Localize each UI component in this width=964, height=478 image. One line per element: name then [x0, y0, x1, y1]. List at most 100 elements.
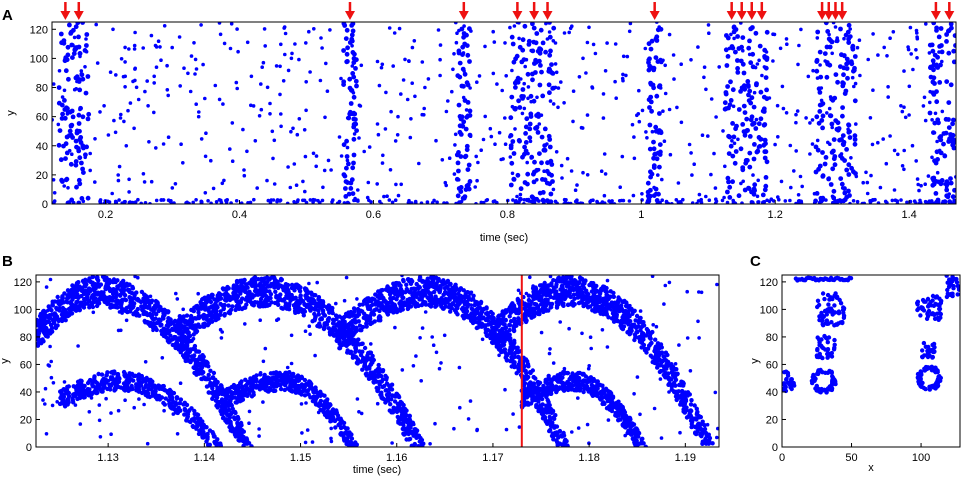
data-point [465, 295, 471, 300]
data-point [537, 199, 541, 203]
data-point [613, 42, 618, 46]
data-point [542, 126, 548, 132]
data-point [817, 200, 822, 204]
data-point [760, 73, 764, 78]
data-point [187, 333, 193, 339]
data-point [527, 121, 533, 127]
data-point [464, 143, 470, 149]
data-point [103, 276, 108, 282]
data-point [191, 200, 195, 204]
data-point [675, 105, 679, 110]
data-point [944, 185, 949, 189]
data-point [272, 138, 277, 143]
data-point [845, 75, 850, 81]
data-point [699, 200, 704, 204]
data-point [373, 292, 378, 297]
data-point [742, 132, 748, 138]
data-point [141, 311, 146, 317]
data-point [542, 200, 546, 204]
data-point [289, 129, 293, 134]
data-point [311, 151, 316, 156]
data-point [748, 60, 754, 66]
data-point [601, 116, 606, 120]
data-point [519, 77, 523, 81]
data-point [348, 186, 354, 191]
data-point [749, 200, 754, 204]
data-point [761, 122, 767, 128]
data-point [217, 22, 222, 25]
data-point [794, 112, 798, 117]
data-point [714, 115, 718, 119]
data-point [547, 427, 553, 433]
data-point [827, 176, 831, 180]
data-point [303, 189, 307, 194]
data-point [36, 317, 40, 323]
data-point [533, 70, 538, 75]
data-point [463, 126, 469, 132]
data-point [290, 295, 295, 300]
data-point [531, 179, 537, 185]
data-point [149, 298, 155, 303]
data-point [731, 104, 736, 109]
data-point [326, 307, 331, 312]
data-point [69, 294, 75, 299]
data-point [181, 346, 187, 352]
data-point [274, 64, 279, 68]
data-point [647, 343, 652, 348]
data-point [475, 178, 479, 183]
data-point [230, 159, 235, 163]
data-point [414, 281, 419, 287]
data-point [325, 89, 330, 93]
data-point [537, 122, 542, 126]
data-point [538, 46, 543, 51]
data-point [275, 199, 279, 204]
data-point [876, 140, 880, 145]
data-point [748, 117, 754, 123]
data-point [838, 176, 844, 182]
data-point [575, 183, 579, 187]
data-point [435, 200, 439, 204]
data-point [752, 142, 757, 147]
data-point [211, 303, 217, 308]
data-point [515, 194, 519, 199]
data-point [637, 88, 641, 93]
data-point [832, 95, 838, 101]
data-point [550, 409, 556, 414]
data-point [538, 27, 544, 33]
data-point [119, 57, 124, 61]
data-point [781, 106, 786, 111]
data-point [375, 299, 380, 304]
data-point [570, 24, 574, 29]
data-point [284, 293, 289, 299]
data-point [209, 319, 215, 324]
data-point [457, 60, 463, 66]
data-point [871, 32, 875, 36]
data-point [217, 97, 222, 102]
data-point [370, 370, 375, 375]
data-point [866, 57, 870, 62]
data-point [658, 86, 663, 90]
data-point [262, 27, 267, 31]
data-point [349, 177, 355, 183]
data-point [218, 301, 223, 307]
data-point [59, 318, 65, 324]
data-point [829, 121, 835, 127]
data-point [946, 100, 952, 105]
data-point [952, 33, 956, 38]
data-point [536, 167, 541, 172]
data-point [261, 60, 266, 65]
data-point [173, 335, 178, 340]
data-point [76, 148, 82, 154]
data-point [119, 112, 123, 117]
data-point [756, 145, 761, 149]
data-point [296, 198, 300, 202]
data-point [937, 135, 943, 141]
data-point [530, 195, 536, 201]
data-point [263, 44, 268, 48]
data-point [351, 136, 357, 142]
data-point [462, 69, 466, 73]
data-point [345, 180, 350, 186]
data-point [141, 46, 145, 50]
data-point [323, 115, 327, 120]
data-point [852, 133, 858, 139]
